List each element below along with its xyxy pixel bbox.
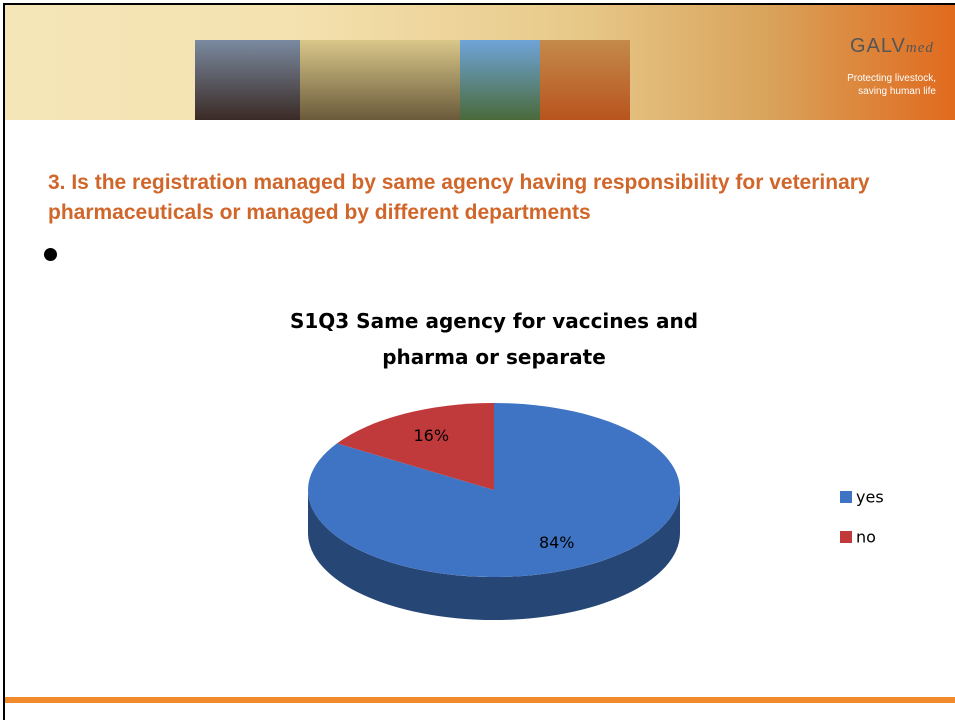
- header-photo: [460, 40, 540, 120]
- pie-slice-side: [308, 490, 680, 620]
- logo-text: GALV: [850, 35, 906, 57]
- pie-slice: [336, 403, 494, 490]
- header-photo: [300, 40, 460, 120]
- logo-text: med: [905, 40, 934, 56]
- tagline: Protecting livestock, saving human life: [826, 72, 936, 98]
- chart-title: S1Q3 Same agency for vaccines and pharma…: [289, 309, 699, 369]
- slide-title: 3. Is the registration managed by same a…: [48, 171, 870, 224]
- tagline-line: saving human life: [858, 86, 936, 97]
- tagline-line: Protecting livestock,: [847, 73, 936, 84]
- legend-label: yes: [856, 488, 884, 507]
- data-label: 16%: [413, 426, 449, 445]
- logo: GALVmed: [850, 35, 934, 58]
- slide-frame: [3, 3, 955, 720]
- bullet: [44, 248, 57, 261]
- legend-swatch: [840, 531, 852, 543]
- legend-label: no: [856, 528, 876, 547]
- footer-line: [5, 697, 955, 703]
- header-photo: [540, 40, 630, 120]
- data-label: 84%: [539, 533, 575, 552]
- legend-swatch: [840, 491, 852, 503]
- header-photo: [195, 40, 300, 120]
